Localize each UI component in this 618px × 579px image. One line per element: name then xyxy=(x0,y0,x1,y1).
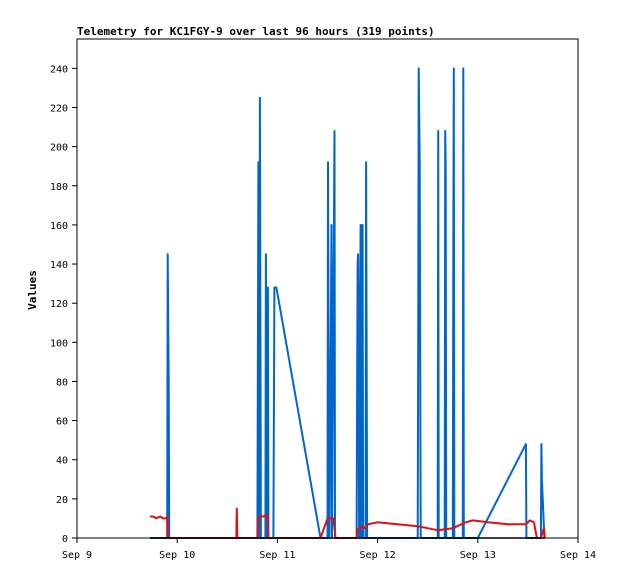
y-axis-label: Values xyxy=(26,270,39,310)
y-tick-label: 180 xyxy=(50,182,68,193)
y-tick-label: 100 xyxy=(50,338,68,349)
series-layer xyxy=(150,67,546,539)
y-tick-label: 0 xyxy=(62,534,68,545)
x-axis: Sep 9 Sep 10 Sep 11 Sep 12 Sep 13 Sep 14 xyxy=(62,538,596,561)
y-tick-label: 200 xyxy=(50,143,68,154)
y-tick-label: 160 xyxy=(50,221,68,232)
y-tick-label: 40 xyxy=(56,456,68,467)
x-tick-label: Sep 10 xyxy=(159,550,195,561)
y-tick-label: 20 xyxy=(56,495,68,506)
x-tick-label: Sep 14 xyxy=(560,550,596,561)
x-tick-label: Sep 11 xyxy=(259,550,295,561)
y-tick-label: 60 xyxy=(56,417,68,428)
y-tick-label: 220 xyxy=(50,103,68,114)
y-axis: 0 20 40 60 80 100 120 140 160 180 200 220 240 xyxy=(50,64,77,545)
y-tick-label: 240 xyxy=(50,64,68,75)
x-tick-label: Sep 12 xyxy=(360,550,396,561)
x-tick-label: Sep 9 xyxy=(62,550,92,561)
y-tick-label: 120 xyxy=(50,299,68,310)
chart-title: Telemetry for KC1FGY-9 over last 96 hour… xyxy=(77,25,435,38)
y-tick-label: 140 xyxy=(50,260,68,271)
y-tick-label: 80 xyxy=(56,377,68,388)
x-tick-label: Sep 13 xyxy=(460,550,496,561)
series-line-1 xyxy=(150,67,546,539)
